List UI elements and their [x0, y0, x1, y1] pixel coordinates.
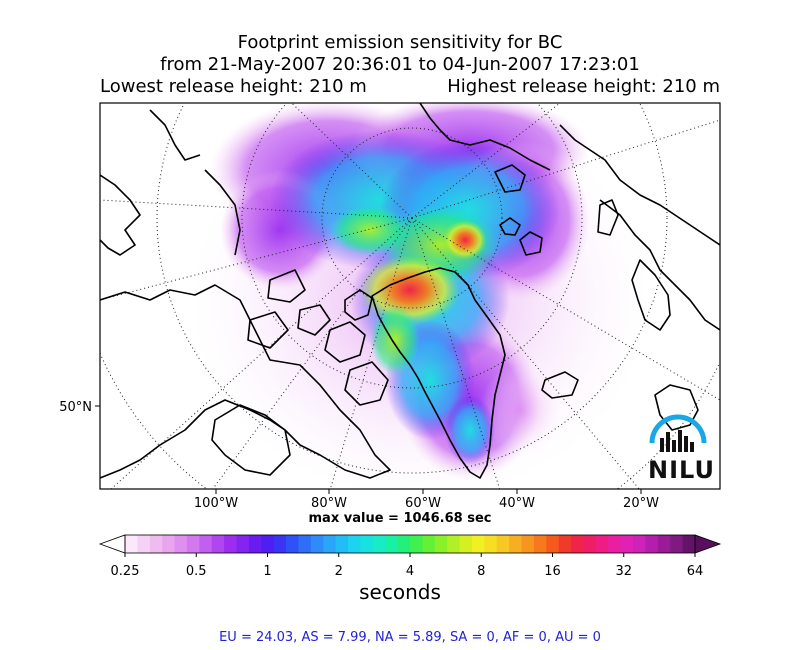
- colorbar-swatch: [162, 535, 176, 553]
- highest-release-label: Highest release height: 210 m: [447, 76, 720, 97]
- chart-title-line2: from 21-May-2007 20:36:01 to 04-Jun-2007…: [160, 54, 640, 75]
- chart-title-line1: Footprint emission sensitivity for BC: [237, 32, 563, 53]
- colorbar-swatch: [286, 535, 299, 553]
- x-tick-label: 20°W: [623, 496, 659, 511]
- colorbar-tick-label: 16: [544, 564, 561, 579]
- colorbar-swatch: [533, 535, 547, 553]
- colorbar-swatch: [633, 535, 646, 553]
- colorbar-swatch: [224, 535, 238, 553]
- colorbar-label: seconds: [359, 580, 441, 604]
- colorbar-swatch: [273, 535, 287, 553]
- y-axis-ticks: 50°N: [59, 400, 100, 415]
- colorbar-swatch: [410, 535, 423, 553]
- x-tick-label: 60°W: [405, 496, 441, 511]
- x-axis-ticks: 100°W 80°W 60°W 40°W 20°W: [194, 489, 659, 511]
- colorbar-swatch: [125, 535, 138, 553]
- colorbar-swatch: [571, 535, 584, 553]
- colorbar: [98, 534, 722, 554]
- colorbar-swatch: [595, 535, 609, 553]
- colorbar-swatch: [385, 535, 399, 553]
- x-tick-label: 40°W: [499, 496, 535, 511]
- map-frame: [99, 102, 721, 490]
- colorbar-swatch: [434, 535, 448, 553]
- colorbar-swatch: [682, 535, 696, 553]
- nilu-logo-text: NILU: [648, 456, 715, 484]
- colorbar-swatch: [372, 535, 386, 553]
- coastlines: [100, 103, 720, 479]
- colorbar-tick-label: 0.25: [111, 564, 140, 579]
- colorbar-tick-label: 32: [615, 564, 632, 579]
- colorbar-swatch: [608, 535, 622, 553]
- colorbar-swatch: [645, 535, 659, 553]
- colorbar-swatch: [186, 535, 200, 553]
- colorbar-swatch: [521, 535, 535, 553]
- y-tick-label: 50°N: [59, 400, 92, 415]
- colorbar-tick-label: 2: [335, 564, 343, 579]
- nilu-logo: [649, 414, 707, 452]
- colorbar-swatch: [509, 535, 523, 553]
- colorbar-swatch: [149, 535, 163, 553]
- colorbar-swatch: [397, 535, 411, 553]
- colorbar-swatch: [496, 535, 510, 553]
- colorbar-swatch: [360, 535, 374, 553]
- colorbar-swatch: [298, 535, 312, 553]
- colorbar-swatch: [583, 535, 597, 553]
- colorbar-swatch: [620, 535, 634, 553]
- x-tick-label: 80°W: [311, 496, 347, 511]
- colorbar-swatch: [657, 535, 671, 553]
- colorbar-swatch: [484, 535, 498, 553]
- colorbar-swatch: [261, 535, 275, 553]
- colorbar-swatch: [236, 535, 250, 553]
- colorbar-swatch: [137, 535, 151, 553]
- lowest-release-label: Lowest release height: 210 m: [100, 76, 367, 97]
- x-tick-label: 100°W: [194, 496, 238, 511]
- colorbar-swatch: [459, 535, 473, 553]
- regions-summary: EU = 24.03, AS = 7.99, NA = 5.89, SA = 0…: [219, 630, 601, 645]
- colorbar-swatch: [323, 535, 337, 553]
- graticule: [100, 103, 720, 489]
- colorbar-swatch: [248, 535, 262, 553]
- colorbar-swatch: [310, 535, 324, 553]
- colorbar-swatch: [199, 535, 213, 553]
- colorbar-swatch: [447, 535, 461, 553]
- colorbar-swatch: [422, 535, 436, 553]
- colorbar-swatch: [211, 535, 225, 553]
- max-value-label: max value = 1046.68 sec: [308, 511, 492, 526]
- colorbar-swatch: [670, 535, 684, 553]
- colorbar-ticks: 0.25 0.5 1 2 4 8 16 32 64: [111, 553, 704, 579]
- colorbar-swatch: [335, 535, 349, 553]
- colorbar-extend-low: [98, 534, 126, 554]
- colorbar-swatch: [348, 535, 361, 553]
- colorbar-swatch: [471, 535, 485, 553]
- colorbar-tick-label: 0.5: [186, 564, 207, 579]
- colorbar-swatch: [546, 535, 560, 553]
- colorbar-tick-label: 8: [477, 564, 485, 579]
- colorbar-extend-high: [694, 534, 722, 554]
- colorbar-tick-label: 64: [687, 564, 704, 579]
- colorbar-swatch: [558, 535, 572, 553]
- footprint-field: [190, 103, 650, 489]
- colorbar-tick-label: 4: [406, 564, 414, 579]
- colorbar-swatch: [174, 535, 188, 553]
- colorbar-tick-label: 1: [263, 564, 271, 579]
